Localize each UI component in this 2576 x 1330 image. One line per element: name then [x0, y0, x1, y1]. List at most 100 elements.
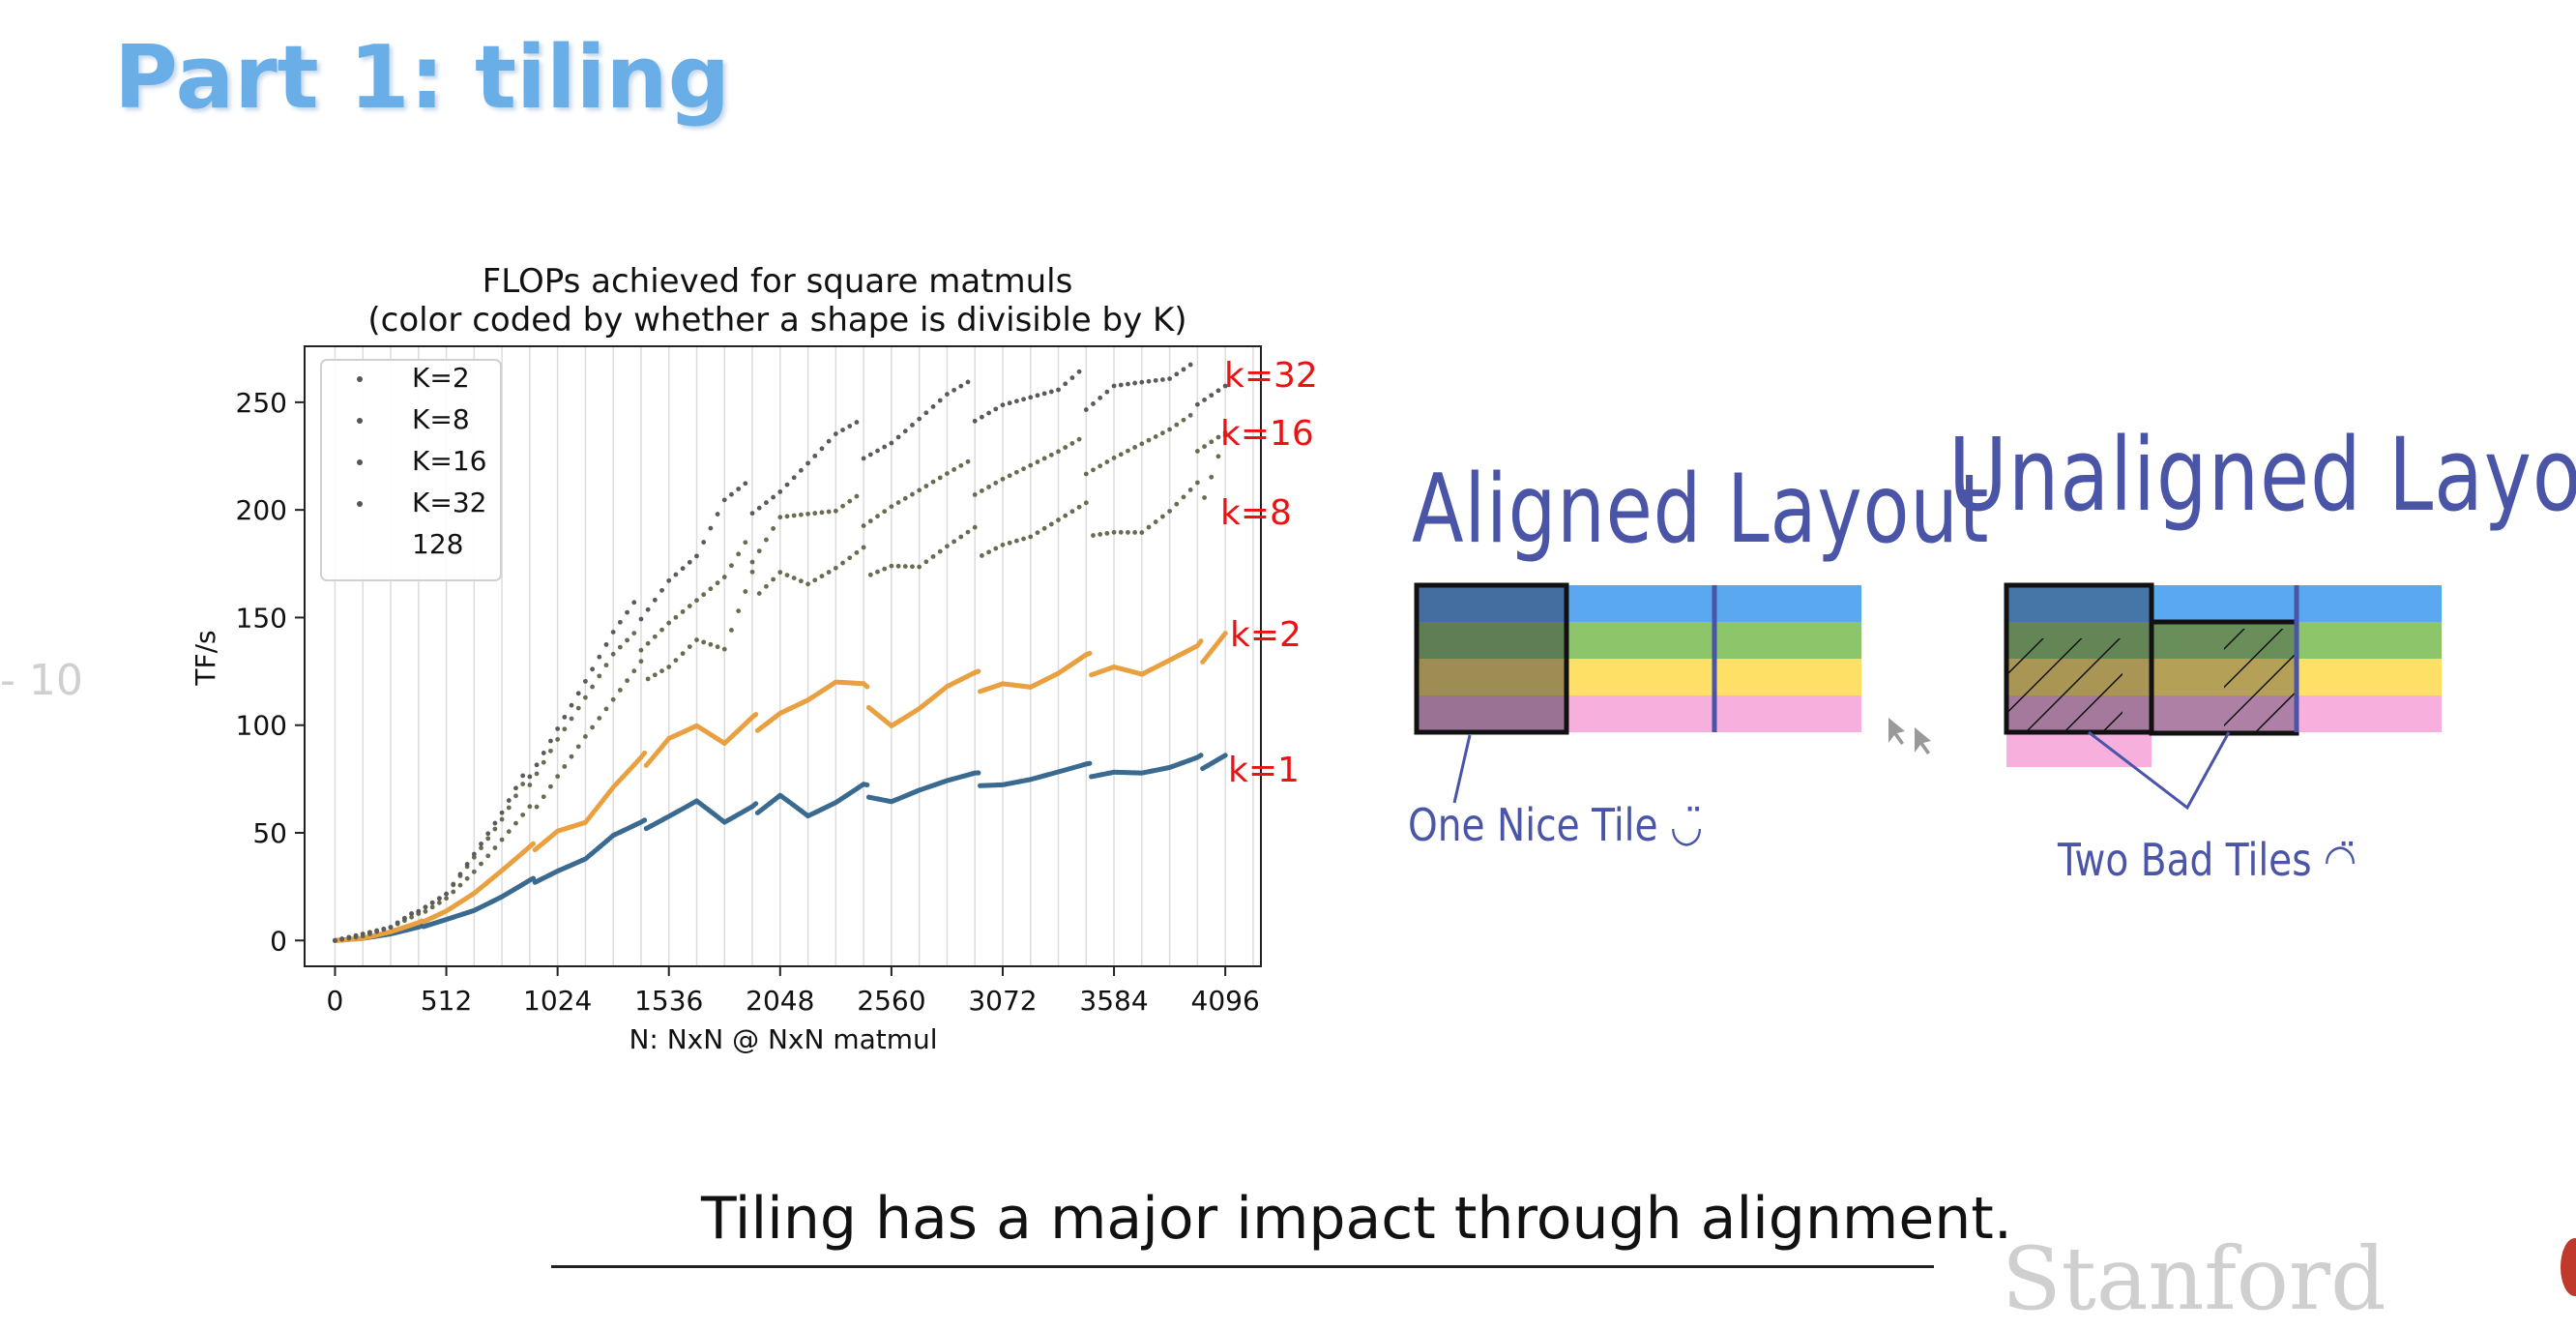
- data-point: [736, 608, 742, 613]
- legend-marker: [357, 459, 363, 465]
- data-point: [1126, 448, 1130, 454]
- data-point: [659, 668, 664, 674]
- data-point: [1104, 530, 1110, 536]
- data-point: [923, 559, 929, 565]
- data-point: [798, 467, 804, 473]
- data-point: [1132, 530, 1138, 535]
- legend-marker: [357, 501, 363, 507]
- data-point: [513, 785, 518, 791]
- data-point: [882, 444, 888, 450]
- data-point: [645, 676, 651, 682]
- data-point: [972, 492, 978, 497]
- y-tick-label: 50: [252, 817, 287, 849]
- data-point: [457, 882, 463, 888]
- data-point: [638, 647, 644, 653]
- data-point: [1132, 445, 1138, 450]
- data-point: [875, 448, 880, 454]
- data-point: [965, 379, 971, 385]
- data-point: [1139, 530, 1145, 535]
- data-point: [367, 930, 372, 935]
- data-point: [1146, 524, 1152, 530]
- data-point: [388, 925, 394, 931]
- layout-diagram: [1414, 582, 2442, 811]
- data-point: [451, 889, 456, 895]
- data-point: [590, 666, 595, 672]
- data-point: [923, 484, 929, 488]
- data-point: [715, 644, 720, 650]
- data-point: [930, 404, 936, 409]
- data-point: [673, 614, 679, 620]
- data-point: [625, 609, 629, 615]
- data-point: [638, 659, 644, 665]
- data-point: [854, 549, 860, 555]
- data-point: [395, 920, 400, 926]
- data-point: [1139, 441, 1145, 447]
- data-point: [771, 494, 776, 500]
- data-point: [597, 654, 602, 660]
- data-point: [1160, 430, 1165, 436]
- data-point: [1209, 474, 1215, 480]
- data-point: [784, 573, 790, 577]
- legend-marker: [357, 418, 363, 424]
- data-point: [986, 410, 991, 416]
- data-point: [492, 845, 498, 850]
- series-layer: [332, 362, 1228, 943]
- data-point: [645, 606, 651, 612]
- data-point: [756, 591, 762, 596]
- x-tick-label: 2560: [857, 985, 925, 1017]
- data-point: [1041, 456, 1047, 461]
- data-point: [652, 672, 658, 678]
- data-point: [541, 751, 546, 755]
- plot-frame: [304, 345, 1262, 967]
- data-point: [1202, 495, 1207, 500]
- data-point: [812, 453, 818, 458]
- data-point: [819, 574, 825, 579]
- data-point: [701, 592, 707, 598]
- data-point: [721, 575, 727, 579]
- data-point: [534, 804, 540, 810]
- data-point: [694, 598, 699, 604]
- data-point: [1076, 369, 1082, 374]
- data-point: [436, 896, 442, 901]
- data-point: [631, 600, 637, 606]
- data-point: [864, 782, 870, 788]
- pointer-line: [2088, 730, 2231, 811]
- data-point: [631, 668, 637, 674]
- data-point: [597, 716, 602, 721]
- data-point: [479, 842, 483, 846]
- data-point: [506, 798, 512, 803]
- grid-layer: [334, 346, 1254, 966]
- data-point: [889, 440, 894, 446]
- memory-row: [1417, 659, 1861, 695]
- data-point: [1194, 401, 1200, 407]
- data-point: [409, 914, 414, 920]
- data-point: [527, 783, 533, 787]
- data-point: [353, 932, 359, 938]
- data-point: [575, 744, 581, 750]
- data-point: [715, 580, 720, 586]
- data-point: [694, 637, 699, 642]
- data-point: [917, 488, 922, 493]
- data-point: [972, 418, 978, 424]
- legend-label: K=32: [412, 487, 486, 518]
- data-point: [1104, 459, 1110, 464]
- data-point: [1000, 402, 1006, 408]
- x-tick-label: 3072: [968, 985, 1037, 1017]
- data-point: [958, 462, 964, 468]
- data-point: [429, 904, 435, 910]
- data-point: [416, 908, 422, 914]
- data-point: [930, 479, 936, 485]
- data-point: [666, 620, 672, 626]
- data-point: [743, 540, 748, 546]
- data-point: [541, 794, 546, 800]
- data-point: [1007, 400, 1012, 406]
- data-point: [485, 853, 491, 859]
- data-point: [1181, 367, 1186, 372]
- data-point: [597, 673, 602, 679]
- data-point: [492, 820, 498, 826]
- data-point: [534, 771, 540, 777]
- data-point: [569, 702, 574, 708]
- data-point: [1126, 529, 1130, 535]
- x-tick-label: 0: [327, 985, 344, 1017]
- data-point: [784, 514, 790, 519]
